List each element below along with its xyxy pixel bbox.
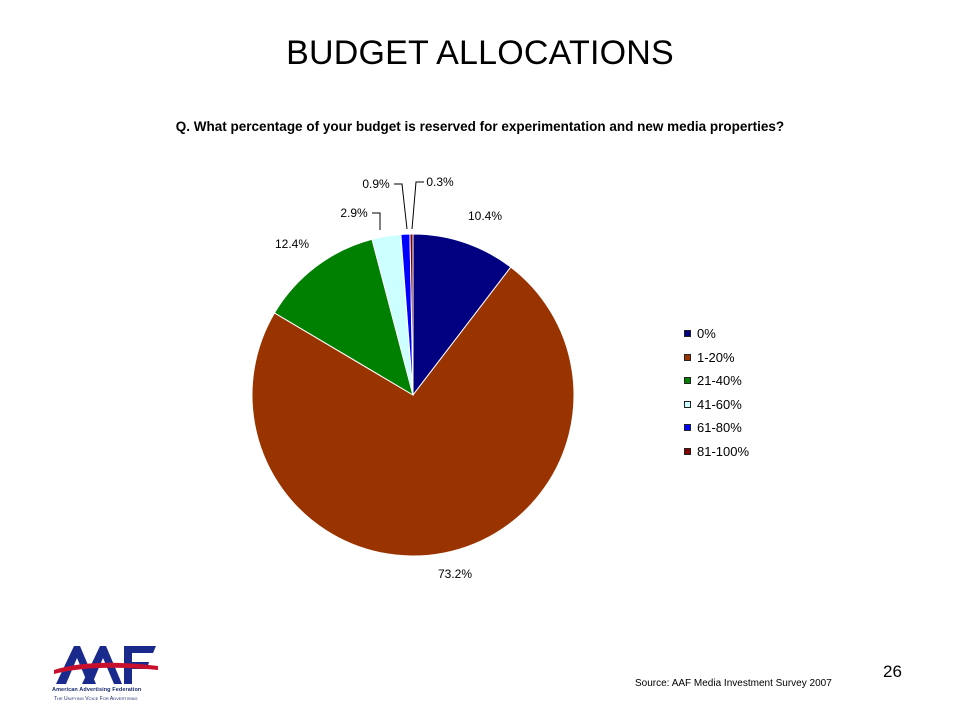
- legend-item: 0%: [684, 322, 749, 346]
- legend-item: 1-20%: [684, 346, 749, 370]
- pie-slice-81-100: [409, 233, 414, 396]
- legend-label: 61-80%: [697, 420, 742, 436]
- data-label: 0.3%: [426, 175, 454, 189]
- legend-label: 81-100%: [697, 443, 750, 459]
- source-note: Source: AAF Media Investment Survey 2007: [635, 678, 832, 689]
- leader-line: [372, 212, 381, 230]
- chart-legend: 0% 1-20% 21-40% 41-60% 61-80% 81-100%: [684, 322, 749, 463]
- leader-line: [394, 183, 408, 230]
- survey-question: Q. What percentage of your budget is res…: [175, 119, 785, 134]
- aaf-logo-mark: [54, 646, 158, 684]
- pie-slice-21-40: [273, 238, 414, 397]
- data-label: 2.9%: [340, 206, 368, 220]
- page-number: 26: [883, 662, 902, 681]
- legend-swatch: [684, 400, 691, 408]
- legend-swatch: [684, 447, 691, 455]
- legend-swatch: [684, 424, 691, 432]
- pie-slice-0: [412, 233, 512, 397]
- legend-item: 81-100%: [684, 440, 749, 464]
- logo-tagline-2: The Unifying Voice For Advertising: [54, 696, 138, 702]
- legend-swatch: [684, 330, 691, 338]
- legend-label: 0%: [697, 326, 716, 342]
- legend-swatch: [684, 377, 691, 385]
- pie-slice-1-20: [251, 266, 575, 557]
- data-label: 10.4%: [468, 209, 502, 223]
- legend-item: 61-80%: [684, 416, 749, 440]
- legend-label: 21-40%: [697, 373, 742, 389]
- legend-label: 1-20%: [697, 349, 735, 365]
- slide-title: BUDGET ALLOCATIONS: [286, 34, 674, 72]
- aaf-logo: American Advertising Federation The Unif…: [52, 640, 162, 710]
- data-label: 12.4%: [275, 237, 309, 251]
- legend-swatch: [684, 353, 691, 361]
- legend-item: 41-60%: [684, 393, 749, 417]
- logo-tagline-1: American Advertising Federation: [52, 687, 142, 693]
- data-label: 73.2%: [438, 567, 472, 581]
- legend-item: 21-40%: [684, 369, 749, 393]
- leader-line: [411, 181, 424, 230]
- legend-label: 41-60%: [697, 396, 742, 412]
- data-label: 0.9%: [362, 177, 390, 191]
